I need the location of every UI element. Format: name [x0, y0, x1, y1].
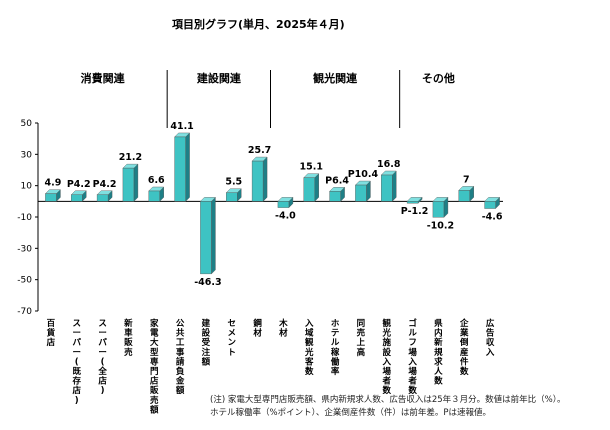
bar: [303, 177, 315, 202]
category-label: 家電大型専門店販売額: [149, 318, 159, 415]
category-label: 新車販売: [123, 318, 133, 358]
category-label: 入域観光客数: [304, 319, 314, 377]
y-tick-label: 50: [21, 119, 33, 129]
bar: [355, 184, 367, 202]
category-label: 観光施設入場者数: [381, 318, 391, 396]
y-tick-label: -50: [17, 276, 32, 286]
data-label: P4.2: [67, 179, 91, 190]
data-label: -10.2: [427, 220, 454, 231]
bar: [226, 192, 238, 202]
bar: [71, 194, 83, 202]
data-label: 16.8: [377, 159, 401, 170]
bar-side: [133, 163, 139, 202]
category-label: スーパー(全店): [97, 319, 107, 396]
bar: [251, 160, 264, 202]
category-label: 百貨店: [46, 319, 56, 348]
bar: [96, 194, 109, 202]
y-tick-label: -70: [17, 307, 32, 317]
data-label: 6.6: [148, 175, 165, 186]
footnote-line-1: (注) 家電大型専門店販売額、県内新規求人数、広告収入は25年３月分。数値は前年…: [210, 395, 566, 405]
category-label: セメント: [227, 319, 236, 358]
bar: [432, 201, 445, 218]
y-tick-label: -30: [17, 244, 32, 254]
chart-title: 項目別グラフ(単月、2025年４月): [172, 18, 345, 31]
data-label: 15.1: [300, 162, 323, 173]
group-label: 建設関連: [197, 71, 242, 85]
bar-side: [211, 196, 216, 275]
bar-side: [262, 156, 268, 202]
bar: [484, 201, 496, 209]
data-label: P4.2: [93, 179, 117, 190]
bar: [381, 174, 393, 202]
data-label: 21.2: [119, 152, 142, 163]
category-label: 建設受注額: [201, 318, 211, 367]
category-label: スーパー(既存店): [71, 319, 81, 406]
group-label: 観光関連: [313, 71, 358, 85]
data-label: 25.7: [248, 145, 271, 156]
category-label: ホテル稼働率: [330, 319, 340, 377]
bar: [148, 190, 160, 202]
category-label: 鋼材: [252, 318, 262, 339]
y-tick-label: 30: [21, 150, 33, 160]
data-label: P10.4: [348, 169, 379, 180]
y-tick-label: -10: [17, 213, 32, 223]
bar: [329, 191, 341, 202]
y-tick-label: 10: [21, 182, 33, 192]
data-label: 41.1: [170, 121, 193, 132]
bar: [200, 201, 212, 275]
data-label: 5.5: [225, 177, 242, 188]
category-label: 同売上高: [356, 319, 366, 358]
data-label: -46.3: [194, 277, 221, 288]
bar-side: [392, 170, 397, 202]
category-label: 広告収入: [485, 318, 495, 358]
category-label: ゴルフ場入場者数: [407, 318, 417, 396]
category-label: 企業倒産件数: [459, 318, 469, 377]
category-label: 県内新規求人数: [434, 318, 443, 387]
category-label: 木材: [278, 318, 288, 339]
data-label: 4.9: [44, 178, 61, 189]
category-label: 公共工事請負金額: [175, 319, 185, 396]
bar-side: [314, 173, 319, 202]
group-label: 消費関連: [81, 71, 126, 85]
data-label: 7: [463, 174, 470, 185]
data-label: -4.0: [275, 211, 296, 222]
bar: [122, 167, 135, 202]
bar: [277, 201, 290, 208]
bar-side: [185, 132, 190, 202]
data-label: -4.6: [482, 212, 503, 223]
footnote-line-2: ホテル稼働率（%ポイント）、企業倒産件数（件）は前年差。Pは速報値。: [210, 408, 491, 418]
data-label: P-1.2: [401, 206, 429, 217]
bar: [45, 193, 57, 202]
bar: [174, 136, 186, 202]
data-label: P6.4: [325, 175, 349, 186]
bar: [406, 201, 419, 204]
group-label: その他: [422, 71, 455, 85]
bar: [458, 190, 470, 202]
